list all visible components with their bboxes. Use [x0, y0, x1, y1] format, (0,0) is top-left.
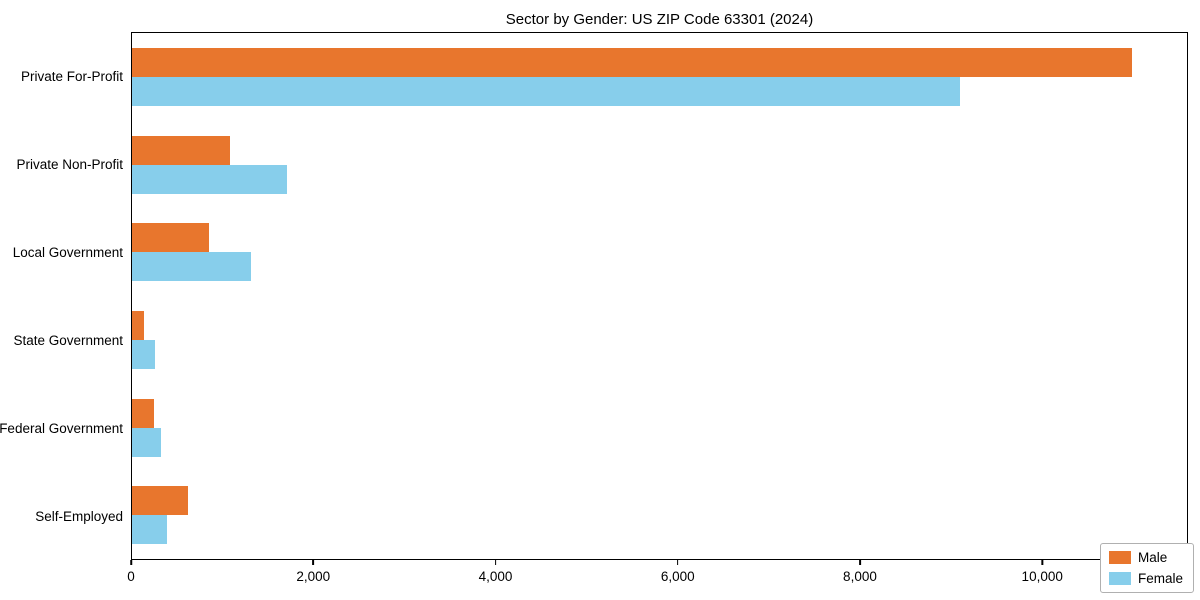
x-tick-mark [312, 560, 314, 565]
bar-female [132, 252, 252, 282]
category-row [132, 384, 1187, 472]
category-row [132, 471, 1187, 559]
bar-female [132, 427, 162, 457]
y-tick-label: Local Government [12, 244, 123, 260]
category-row [132, 208, 1187, 296]
y-tick-label: Federal Government [0, 420, 123, 436]
y-tick-label: Private For-Profit [20, 68, 123, 84]
y-axis-labels: Private For-Profit Private Non-Profit Loca… [0, 32, 123, 560]
x-tick-mark [859, 560, 861, 565]
x-tick-mark [1041, 560, 1043, 565]
x-tick: 10,000 [1022, 560, 1063, 584]
bar-female [132, 339, 155, 369]
x-tick-label: 8,000 [843, 569, 877, 584]
x-tick-label: 2,000 [296, 569, 331, 584]
bar-male [132, 310, 144, 340]
legend: Male Female [1099, 543, 1194, 593]
x-tick: 8,000 [843, 560, 877, 584]
category-row [132, 296, 1187, 384]
y-tick-label: Private Non-Profit [16, 156, 123, 172]
y-tick-label: Self-Employed [35, 508, 123, 524]
y-tick-label: State Government [13, 332, 123, 348]
bar-male [132, 135, 231, 165]
legend-swatch-male [1108, 551, 1131, 564]
x-tick-label: 6,000 [660, 569, 695, 584]
x-axis: 0 2,000 4,000 6,000 8,000 10,000 [127, 560, 1188, 590]
x-tick-label: 0 [127, 569, 135, 584]
legend-label-male: Male [1137, 550, 1168, 565]
legend-label-female: Female [1137, 571, 1183, 586]
category-row [132, 121, 1187, 209]
legend-item-male: Male [1108, 550, 1183, 565]
x-tick: 4,000 [478, 560, 513, 584]
legend-swatch-female [1108, 572, 1131, 585]
bar-male [132, 223, 210, 253]
legend-item-female: Female [1108, 571, 1183, 586]
x-tick-label: 10,000 [1021, 569, 1063, 584]
x-tick-mark [676, 560, 679, 565]
category-row [132, 33, 1187, 121]
bar-male [132, 486, 189, 516]
bar-female [132, 515, 168, 545]
x-tick-mark [494, 560, 497, 565]
bar-female [132, 164, 287, 194]
x-tick-label: 4,000 [478, 569, 513, 584]
plot-area [131, 32, 1188, 560]
bar-male [132, 47, 1133, 77]
x-tick: 6,000 [661, 560, 695, 584]
x-tick: 2,000 [296, 560, 330, 584]
x-tick-mark [130, 560, 132, 565]
bar-female [132, 76, 960, 106]
bar-male [132, 398, 154, 428]
x-tick: 0 [127, 560, 135, 584]
chart-title: Sector by Gender: US ZIP Code 63301 (202… [505, 11, 814, 28]
